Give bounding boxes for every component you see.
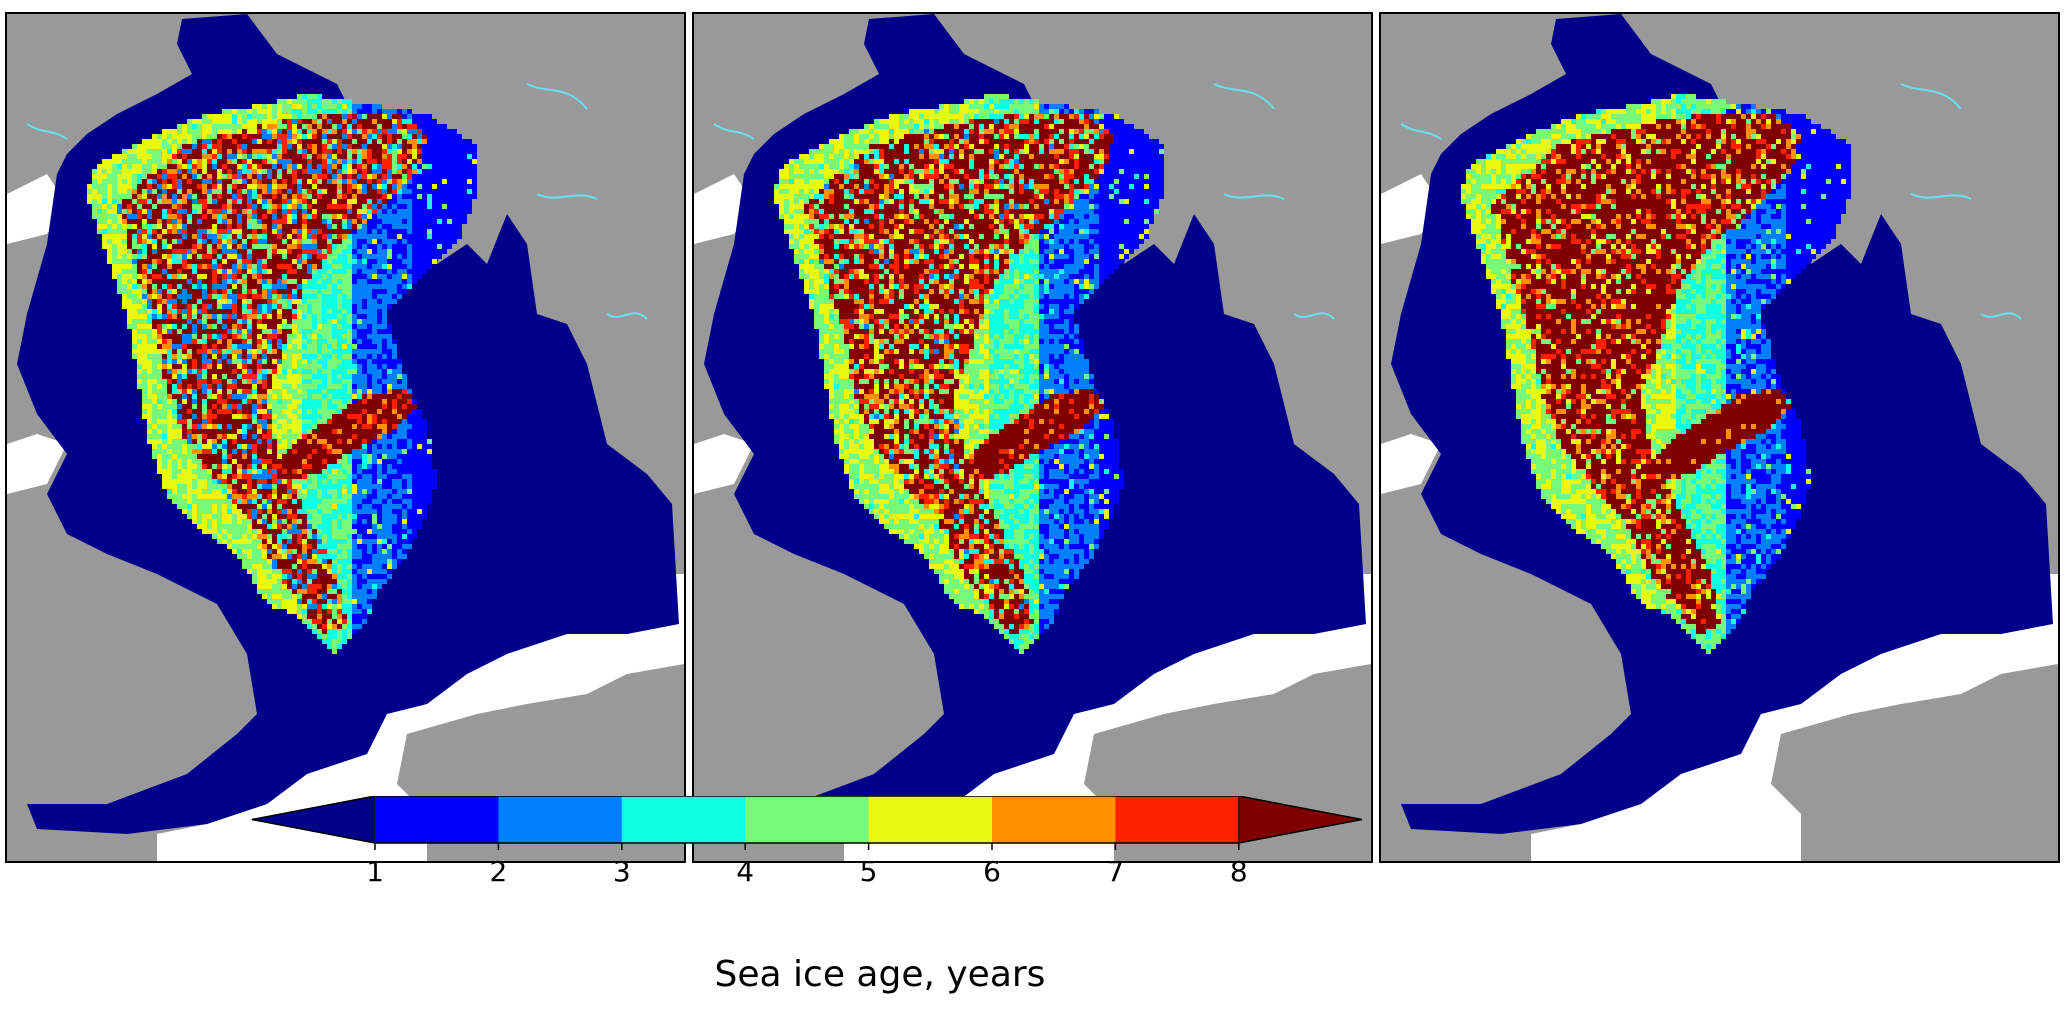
river xyxy=(606,312,648,320)
map-svg-2 xyxy=(694,14,1371,861)
river xyxy=(1400,123,1442,140)
ice-age-raster xyxy=(774,94,1164,654)
river xyxy=(536,193,598,200)
land-area xyxy=(7,14,197,194)
colorbar-bin xyxy=(498,796,623,843)
land-area xyxy=(1931,174,2058,484)
colorbar-bin xyxy=(868,796,993,843)
river xyxy=(1293,312,1335,320)
colorbar-tick-label: 5 xyxy=(860,855,878,888)
colorbar-tick-label: 3 xyxy=(613,855,631,888)
land-area xyxy=(1381,14,1571,194)
land-area xyxy=(954,14,1371,184)
open-water xyxy=(1531,574,2058,861)
land-area xyxy=(1244,174,1371,484)
colorbar-over-extension xyxy=(1238,796,1362,844)
river xyxy=(526,83,588,110)
open-water xyxy=(694,434,754,494)
river xyxy=(1980,312,2022,320)
colorbar-tick-label: 1 xyxy=(366,855,384,888)
colorbar-tick-label: 6 xyxy=(983,855,1001,888)
colorbar: 1 2 3 4 5 6 7 8 Sea ice age, years xyxy=(250,796,1730,1033)
ice-age-raster xyxy=(87,94,477,654)
colorbar-bin xyxy=(621,796,746,843)
sea-ice-age-map-2 xyxy=(692,12,1373,863)
colorbar-tick-label: 2 xyxy=(489,855,507,888)
colorbar-tick-label: 7 xyxy=(1106,855,1124,888)
colorbar-svg: 1 2 3 4 5 6 7 8 Sea ice age, years xyxy=(251,796,1362,995)
river xyxy=(1910,193,1972,200)
colorbar-tick-label: 4 xyxy=(736,855,754,888)
land-area xyxy=(267,14,684,184)
colorbar-tick-label: 8 xyxy=(1230,855,1248,888)
colorbar-bin xyxy=(992,796,1116,843)
sea-ice-age-map-1 xyxy=(5,12,686,863)
land-area xyxy=(1771,664,2058,861)
colorbar-bin xyxy=(745,796,870,843)
river xyxy=(1213,83,1275,110)
land-area xyxy=(694,14,884,194)
colorbar-bin xyxy=(375,796,499,843)
land-area xyxy=(557,174,684,484)
map-svg-3 xyxy=(1381,14,2058,861)
river xyxy=(713,123,755,140)
colorbar-title: Sea ice age, years xyxy=(715,954,1046,995)
sea-ice-age-map-3 xyxy=(1379,12,2060,863)
open-water xyxy=(1381,434,1441,494)
land-area xyxy=(1641,14,2058,184)
river xyxy=(1900,83,1962,110)
colorbar-bin xyxy=(1115,796,1240,843)
map-svg-1 xyxy=(7,14,684,861)
ice-age-raster xyxy=(1461,94,1851,654)
colorbar-under-extension xyxy=(251,796,376,844)
open-water xyxy=(157,574,684,861)
river xyxy=(26,123,68,140)
open-water xyxy=(7,434,67,494)
river xyxy=(1223,193,1285,200)
open-water xyxy=(844,574,1371,861)
